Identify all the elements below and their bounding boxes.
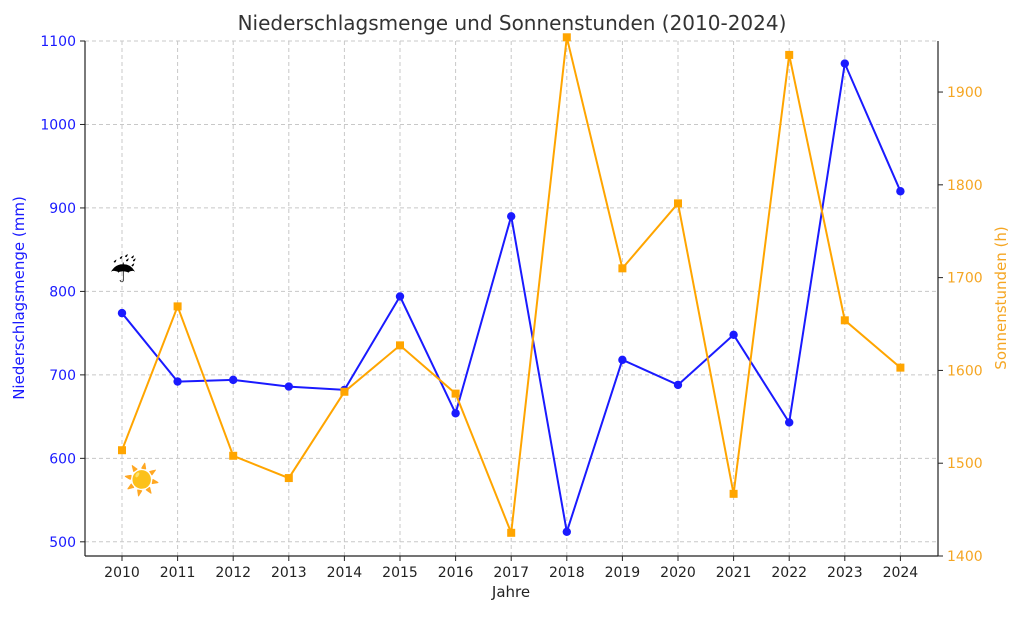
data-point-left: [673, 380, 683, 390]
y-axis-left-label: Niederschlagsmenge (mm): [10, 196, 28, 400]
data-point-left: [507, 212, 516, 221]
y-right-tick-label: 1800: [947, 178, 983, 194]
data-point-right: [729, 489, 738, 498]
data-point-left: [173, 377, 182, 386]
y-left-tick-label: 500: [49, 535, 76, 551]
data-point-right: [173, 302, 182, 311]
y-left-tick-label: 600: [49, 451, 76, 467]
series: [117, 33, 905, 537]
y-right-tick-label: 1600: [947, 363, 983, 379]
data-point-right: [118, 446, 126, 455]
y-left-tick-label: 800: [49, 284, 76, 300]
x-tick-label: 2022: [771, 565, 807, 581]
x-tick-label: 2017: [493, 565, 529, 581]
y-right-tick-label: 1500: [947, 456, 983, 472]
chart-title: Niederschlagsmenge und Sonnenstunden (20…: [238, 11, 787, 35]
umbrella-rain-icon: ☔: [110, 253, 137, 290]
data-point-left: [618, 355, 627, 365]
x-tick-label: 2024: [883, 565, 919, 581]
data-point-left: [562, 527, 571, 536]
axes: 2010 2011 2012 2013 2014 2015 2016 2017 2018 2019…: [40, 34, 982, 581]
series-right: [118, 33, 905, 537]
y-axis-right-label: Sonnenstunden (h): [992, 226, 1010, 369]
y-left-tick-label: 1100: [40, 34, 76, 50]
y-left-tick-label: 900: [49, 201, 76, 217]
data-point-left: [229, 375, 238, 385]
y-right-tick-label: 1400: [947, 549, 983, 565]
x-tick-label: 2010: [104, 565, 140, 581]
y-left-tick-label: 700: [49, 368, 76, 384]
x-tick-label: 2020: [660, 565, 696, 581]
x-tick-label: 2011: [160, 565, 196, 581]
data-point-right: [284, 474, 293, 483]
data-point-right: [507, 528, 516, 537]
data-point-right: [562, 33, 571, 42]
x-tick-label: 2019: [605, 565, 641, 581]
x-tick-label: 2014: [327, 565, 363, 581]
data-point-left: [451, 409, 460, 418]
y-left-tick-label: 1000: [40, 117, 76, 133]
data-point-right: [451, 389, 460, 398]
x-tick-label: 2012: [215, 565, 251, 581]
y-right-tick-label: 1900: [947, 85, 983, 101]
data-point-right: [229, 451, 238, 460]
data-point-right: [785, 50, 794, 59]
data-point-right: [618, 264, 627, 273]
data-point-right: [674, 199, 682, 208]
grid: [85, 40, 938, 556]
data-point-left: [729, 330, 738, 340]
data-point-left: [785, 418, 794, 427]
x-tick-label: 2018: [549, 565, 585, 581]
data-point-left: [896, 187, 905, 196]
x-tick-label: 2015: [382, 565, 418, 581]
data-point-right: [340, 387, 349, 396]
x-tick-label: 2016: [438, 565, 474, 581]
data-point-right: [896, 363, 905, 372]
data-point-left: [840, 59, 849, 68]
data-point-left: [117, 308, 127, 318]
sun-icon: ☀️: [123, 461, 160, 498]
data-point-right: [396, 341, 404, 350]
x-tick-label: 2013: [271, 565, 307, 581]
x-tick-label: 2021: [716, 565, 752, 581]
y-right-tick-label: 1700: [947, 271, 983, 287]
data-point-left: [395, 292, 405, 301]
x-tick-label: 2023: [827, 565, 863, 581]
x-axis-label: Jahre: [491, 583, 530, 601]
data-point-right: [840, 316, 849, 325]
data-point-left: [284, 382, 293, 391]
